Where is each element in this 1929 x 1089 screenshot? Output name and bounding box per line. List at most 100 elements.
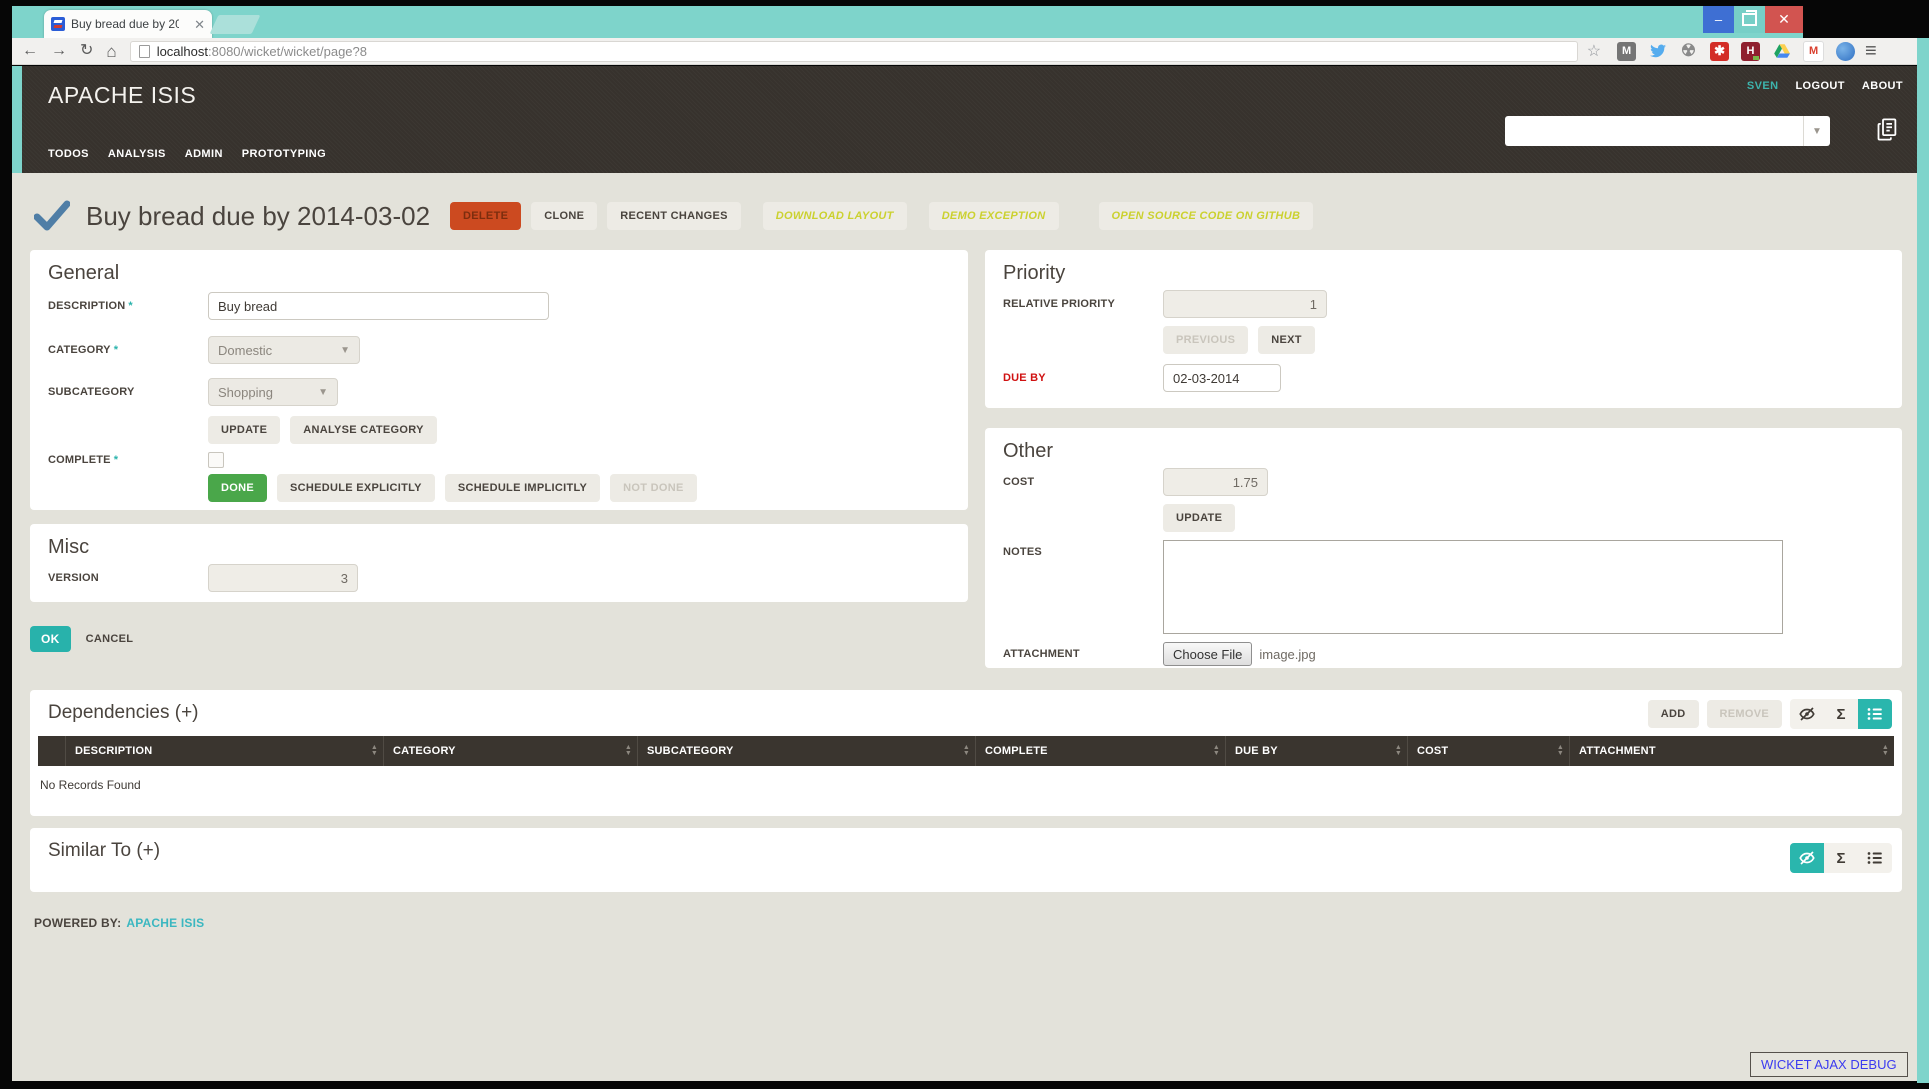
frame-accent bbox=[12, 66, 22, 173]
dependencies-toolbar: ADD REMOVE Σ bbox=[1647, 699, 1892, 729]
page-title: Buy bread due by 2014-03-02 bbox=[86, 200, 431, 231]
delete-button[interactable]: DELETE bbox=[450, 202, 522, 230]
window-minimize-button[interactable]: – bbox=[1703, 6, 1734, 33]
clone-button[interactable]: CLONE bbox=[531, 202, 598, 230]
powered-by-label: POWERED BY: bbox=[34, 916, 122, 930]
forward-icon[interactable]: → bbox=[51, 42, 67, 59]
sort-icon[interactable]: ▲ ▼ bbox=[1881, 744, 1889, 757]
subcategory-select[interactable]: Shopping ▼ bbox=[208, 378, 338, 406]
done-button[interactable]: DONE bbox=[208, 474, 267, 502]
menu-item-admin[interactable]: ADMIN bbox=[184, 148, 223, 160]
general-panel-title: General bbox=[48, 262, 120, 284]
browser-tabstrip: Buy bread due by 20 ✕ – ✕ bbox=[12, 6, 1803, 38]
column-header-subcategory[interactable]: SUBCATEGORY ▲ ▼ bbox=[638, 736, 976, 766]
menu-item-todos[interactable]: TODOS bbox=[48, 148, 89, 160]
ok-button[interactable]: OK bbox=[30, 626, 71, 652]
column-header-cost[interactable]: COST ▲ ▼ bbox=[1408, 736, 1570, 766]
schedule-explicitly-button[interactable]: SCHEDULE EXPLICITLY bbox=[276, 474, 435, 502]
header-search-input[interactable] bbox=[1505, 116, 1803, 146]
extension-m-icon[interactable]: M bbox=[1617, 41, 1637, 61]
similar-to-title: Similar To (+) bbox=[48, 840, 161, 861]
recent-changes-button[interactable]: RECENT CHANGES bbox=[607, 202, 741, 230]
update-cost-button[interactable]: UPDATE bbox=[1163, 504, 1236, 532]
window-restore-button[interactable] bbox=[1734, 6, 1765, 33]
dependencies-title: Dependencies (+) bbox=[48, 702, 199, 723]
dependencies-panel: Dependencies (+) ADD REMOVE Σ DESCRIPTIO… bbox=[30, 690, 1902, 816]
sort-icon[interactable]: ▲ ▼ bbox=[1212, 744, 1220, 757]
version-field bbox=[208, 564, 358, 592]
empty-table-message: No Records Found bbox=[40, 778, 141, 792]
attachment-filename: image.jpg bbox=[1259, 646, 1316, 662]
logout-link[interactable]: LOGOUT bbox=[1795, 80, 1845, 92]
demo-exception-button[interactable]: DEMO EXCEPTION bbox=[928, 202, 1059, 230]
blue-circle-extension-icon[interactable] bbox=[1836, 41, 1856, 61]
sort-icon[interactable]: ▲ ▼ bbox=[370, 744, 378, 757]
next-button[interactable]: NEXT bbox=[1258, 326, 1315, 354]
google-drive-icon[interactable] bbox=[1772, 42, 1791, 61]
analyse-category-button[interactable]: ANALYSE CATEGORY bbox=[290, 416, 437, 444]
list-view-icon[interactable] bbox=[1858, 699, 1892, 729]
priority-panel-title: Priority bbox=[1003, 262, 1066, 284]
lastpass-asterisk-icon[interactable]: ✱ bbox=[1710, 41, 1730, 61]
tab-close-icon[interactable]: ✕ bbox=[194, 16, 205, 32]
new-tab-button[interactable] bbox=[209, 15, 261, 34]
summary-sigma-icon[interactable]: Σ bbox=[1836, 849, 1846, 867]
gmail-icon[interactable]: M bbox=[1803, 40, 1825, 62]
address-bar[interactable]: localhost:8080/wicket/wicket/page?8 bbox=[129, 40, 1578, 62]
schedule-implicitly-button[interactable]: SCHEDULE IMPLICITLY bbox=[444, 474, 601, 502]
cancel-link[interactable]: CANCEL bbox=[85, 633, 134, 645]
twitter-bird-icon[interactable] bbox=[1648, 42, 1667, 61]
select-column-header bbox=[38, 736, 66, 766]
app-menu: TODOS ANALYSIS ADMIN PROTOTYPING bbox=[48, 148, 326, 160]
update-button[interactable]: UPDATE bbox=[208, 416, 281, 444]
sort-icon[interactable]: ▲ ▼ bbox=[962, 744, 970, 757]
summary-sigma-icon[interactable]: Σ bbox=[1836, 705, 1846, 723]
h-extension-icon[interactable]: H bbox=[1741, 41, 1761, 61]
radiation-icon[interactable]: ☢ bbox=[1680, 41, 1697, 60]
choose-file-button[interactable]: Choose File bbox=[1163, 642, 1253, 666]
column-header-category[interactable]: CATEGORY ▲ ▼ bbox=[384, 736, 638, 766]
header-search: ▼ bbox=[1505, 116, 1830, 146]
chevron-down-icon[interactable]: ▼ bbox=[1803, 116, 1830, 146]
required-asterisk: * bbox=[128, 300, 133, 312]
bookmark-star-icon[interactable]: ☆ bbox=[1586, 43, 1602, 60]
dependencies-view-switcher: Σ bbox=[1790, 699, 1892, 729]
category-select[interactable]: Domestic ▼ bbox=[208, 336, 360, 364]
column-header-attachment[interactable]: ATTACHMENT ▲ ▼ bbox=[1579, 744, 1889, 757]
wicket-ajax-debug-button[interactable]: WICKET AJAX DEBUG bbox=[1750, 1052, 1908, 1077]
sort-icon[interactable]: ▲ ▼ bbox=[624, 744, 632, 757]
window-close-button[interactable]: ✕ bbox=[1765, 6, 1803, 33]
copy-pages-icon[interactable] bbox=[1874, 116, 1901, 143]
required-asterisk: * bbox=[113, 344, 119, 356]
column-header-complete[interactable]: COMPLETE ▲ ▼ bbox=[976, 736, 1226, 766]
hide-view-icon[interactable] bbox=[1790, 699, 1824, 729]
reload-icon[interactable]: ↻ bbox=[80, 42, 94, 59]
sort-icon[interactable]: ▲ ▼ bbox=[1394, 744, 1402, 757]
column-header-due-by[interactable]: DUE BY ▲ ▼ bbox=[1226, 736, 1408, 766]
menu-item-analysis[interactable]: ANALYSIS bbox=[107, 148, 166, 160]
add-dependency-button[interactable]: ADD bbox=[1647, 700, 1699, 728]
download-layout-button[interactable]: DOWNLOAD LAYOUT bbox=[762, 202, 907, 230]
relative-priority-label: RELATIVE PRIORITY bbox=[1003, 298, 1115, 310]
open-source-code-button[interactable]: OPEN SOURCE CODE ON GITHUB bbox=[1098, 202, 1314, 230]
notes-textarea[interactable] bbox=[1163, 540, 1783, 634]
user-name-link[interactable]: SVEN bbox=[1746, 80, 1779, 92]
description-input[interactable] bbox=[208, 292, 549, 320]
column-header-description[interactable]: DESCRIPTION ▲ ▼ bbox=[66, 736, 384, 766]
other-panel: Other COST UPDATE NOTES ATTACHMENT Choos… bbox=[985, 428, 1902, 668]
home-icon[interactable]: ⌂ bbox=[106, 41, 117, 61]
due-by-input[interactable] bbox=[1163, 364, 1281, 392]
back-icon[interactable]: ← bbox=[22, 42, 38, 59]
sort-icon[interactable]: ▲ ▼ bbox=[1556, 744, 1564, 757]
subcategory-value: Shopping bbox=[218, 384, 273, 400]
list-view-icon[interactable] bbox=[1858, 843, 1892, 873]
url-host: localhost bbox=[156, 43, 208, 59]
about-link[interactable]: ABOUT bbox=[1861, 80, 1903, 92]
complete-checkbox[interactable] bbox=[208, 452, 224, 468]
browser-tab[interactable]: Buy bread due by 20 ✕ bbox=[44, 10, 212, 38]
apache-isis-link[interactable]: APACHE ISIS bbox=[126, 916, 205, 930]
menu-item-prototyping[interactable]: PROTOTYPING bbox=[241, 148, 327, 160]
browser-menu-icon[interactable]: ≡ bbox=[1865, 39, 1877, 62]
hide-view-icon[interactable] bbox=[1790, 843, 1824, 873]
cost-label: COST bbox=[1003, 476, 1035, 488]
